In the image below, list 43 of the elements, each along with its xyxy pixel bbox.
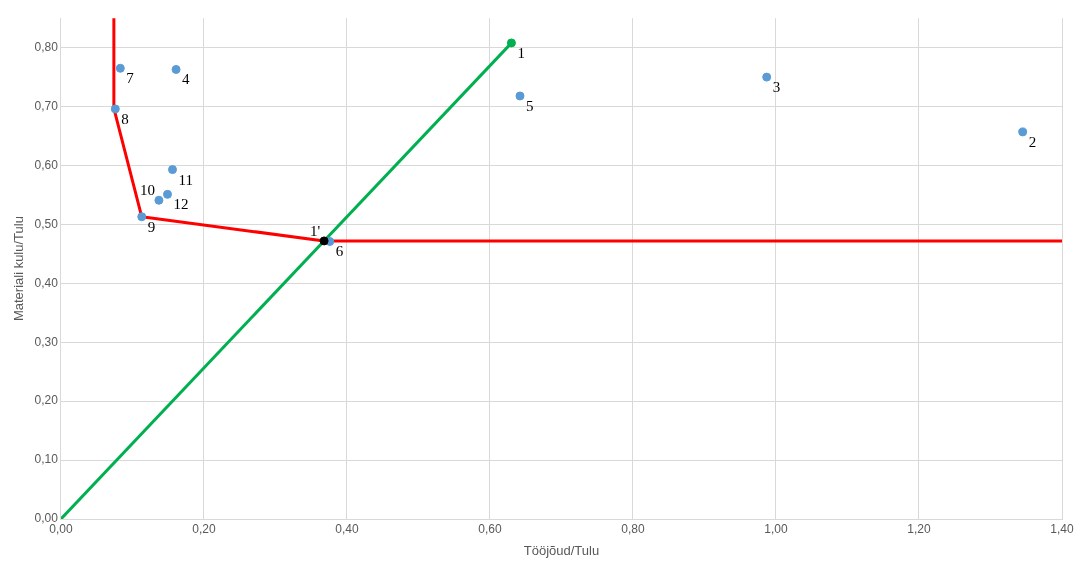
point [110,104,120,114]
annotation: 7 [126,70,135,87]
y-tick-label: 0,20 [34,393,59,408]
point [168,165,177,175]
y-tick-label: 0,10 [34,452,59,467]
y-tick-label: 0,40 [34,275,59,290]
annotation: 6 [335,243,344,260]
point [506,38,516,48]
point [762,72,772,82]
y-tick-label: 0,30 [34,334,59,349]
annotation: 1' [309,222,321,239]
annotation: 5 [526,97,534,114]
y-tick-label: 0,80 [34,39,59,54]
point [171,64,181,74]
x-axis-title: Tööjõud/Tulu [523,542,600,558]
point [154,195,164,205]
annotation: 10 [139,182,155,199]
annotation: 2 [1028,133,1037,150]
x-tick-label: 0,60 [478,521,502,536]
x-tick-label: 0,40 [335,521,359,536]
point [515,91,525,101]
point [1018,127,1028,137]
y-tick-label: 0,50 [34,216,59,231]
x-tick-label: 1,40 [1050,521,1074,536]
annotation: 11 [178,171,193,188]
annotation: 1 [517,44,525,61]
x-tick-label: 0,80 [621,521,645,536]
y-axis-title: Materiali kulu/Tulu [11,216,27,322]
point [137,212,147,222]
x-tick-label: 1,00 [764,521,788,536]
y-tick-label: 0,70 [34,98,59,113]
x-tick-label: 0,20 [192,521,216,536]
annotation: 4 [182,71,191,88]
point [115,63,125,73]
x-tick-label: 1,20 [907,521,931,536]
annotation: 8 [121,110,129,127]
point [163,189,172,199]
annotation: 12 [173,196,189,213]
annotation: 9 [147,218,156,235]
annotation: 3 [772,79,781,96]
y-tick-label: 0,60 [34,157,59,172]
x-tick-label: 0,00 [49,521,73,536]
point [319,236,329,246]
